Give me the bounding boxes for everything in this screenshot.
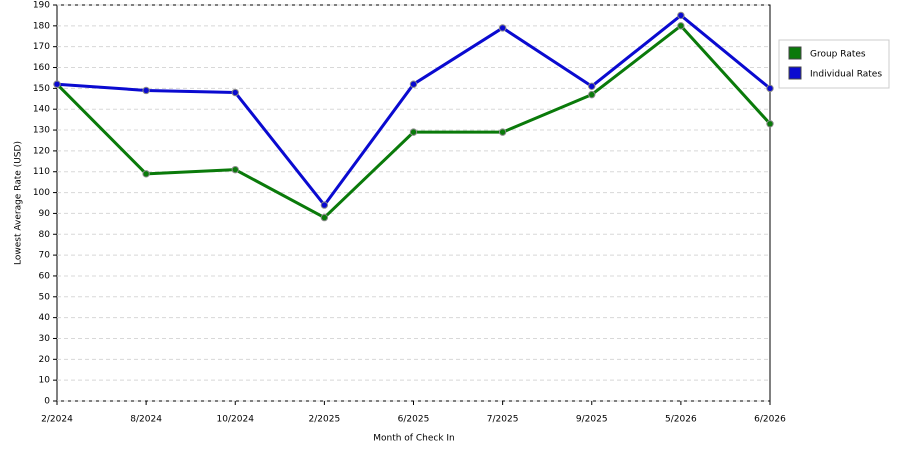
x-tick-label: 5/2026 [665,415,697,425]
y-tick-label: 110 [33,167,50,177]
data-point [498,128,507,136]
data-point [498,24,507,32]
legend-box [778,39,890,89]
x-tick-label: 7/2025 [487,415,519,425]
data-point [142,170,150,178]
y-tick-label: 150 [33,84,50,94]
legend-swatch [788,46,802,60]
x-tick-label: 6/2026 [754,415,786,425]
y-tick-label: 10 [39,376,51,386]
data-point [766,84,774,93]
data-point [677,22,685,30]
data-point [142,86,150,95]
legend-swatch [788,66,802,80]
y-tick-label: 100 [33,188,50,198]
data-point [231,88,239,97]
y-tick-label: 170 [33,42,50,52]
data-point [409,128,418,136]
x-tick-label: 8/2024 [130,415,162,425]
y-tick-label: 50 [39,292,51,302]
y-axis-label: Lowest Average Rate (USD) [14,141,24,265]
data-point [588,90,596,99]
x-axis-label: Month of Check In [373,434,455,444]
data-point [766,120,774,128]
y-tick-label: 70 [39,251,51,261]
x-tick-label: 2/2025 [309,415,341,425]
y-tick-label: 90 [39,209,51,219]
y-tick-label: 160 [33,63,50,73]
data-point [677,11,685,20]
y-tick-label: 20 [39,355,51,365]
y-tick-label: 30 [39,334,51,344]
x-tick-label: 10/2024 [217,415,255,425]
y-tick-label: 130 [33,126,50,136]
data-point [320,213,329,222]
y-tick-label: 120 [33,146,50,156]
y-tick-label: 190 [33,1,50,11]
x-tick-label: 9/2025 [576,415,608,425]
y-tick-label: 180 [33,21,50,31]
y-tick-label: 60 [39,271,51,281]
y-tick-label: 40 [39,313,51,323]
legend-label: Group Rates [810,50,866,60]
data-point [231,165,239,174]
x-tick-label: 2/2024 [41,415,73,425]
y-tick-label: 140 [33,105,50,115]
y-tick-label: 0 [44,397,50,407]
data-point [409,80,418,88]
y-tick-label: 80 [39,230,51,240]
plot-area [56,4,771,402]
data-point [53,80,61,88]
data-point [588,82,596,90]
data-point [320,201,329,209]
x-tick-label: 6/2025 [398,415,430,425]
legend-label: Individual Rates [810,70,882,80]
